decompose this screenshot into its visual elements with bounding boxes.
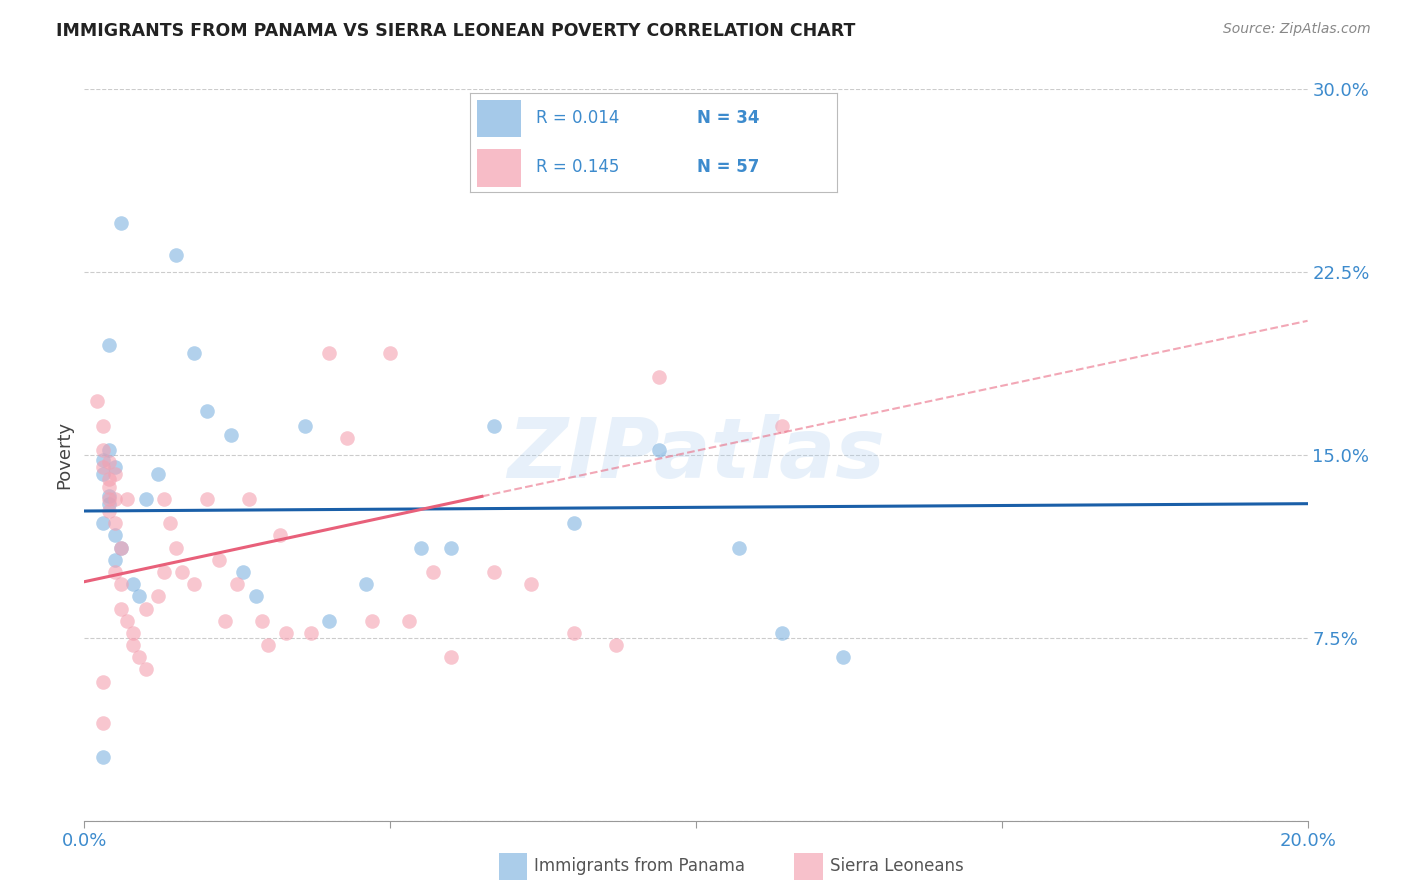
Point: [172, 565, 194, 579]
Point: [128, 590, 150, 604]
Point: [91, 460, 114, 475]
Y-axis label: Poverty: Poverty: [55, 421, 73, 489]
Point: [727, 114, 749, 128]
Point: [97, 455, 120, 469]
Point: [110, 541, 132, 555]
Point: [104, 565, 127, 579]
Text: Sierra Leoneans: Sierra Leoneans: [830, 857, 963, 875]
Point: [110, 577, 132, 591]
Point: [336, 431, 359, 445]
Point: [104, 516, 127, 531]
Point: [91, 716, 114, 731]
Point: [91, 750, 114, 764]
Point: [520, 577, 543, 591]
Point: [104, 491, 127, 506]
Point: [135, 601, 157, 615]
Point: [482, 418, 505, 433]
Point: [104, 553, 127, 567]
Point: [91, 443, 114, 458]
Point: [318, 345, 340, 359]
Point: [208, 553, 231, 567]
Point: [91, 674, 114, 689]
Point: [214, 614, 236, 628]
Point: [91, 418, 114, 433]
Point: [219, 428, 242, 442]
Point: [831, 650, 853, 665]
Point: [354, 577, 377, 591]
Point: [605, 638, 627, 652]
Point: [648, 443, 671, 458]
Point: [122, 638, 145, 652]
Point: [165, 248, 187, 262]
Point: [398, 614, 420, 628]
Point: [110, 216, 132, 230]
Point: [226, 577, 249, 591]
Point: [159, 516, 181, 531]
Point: [276, 626, 298, 640]
Point: [257, 638, 280, 652]
Point: [115, 614, 138, 628]
Point: [165, 541, 187, 555]
Point: [97, 443, 120, 458]
Point: [727, 541, 749, 555]
Point: [115, 491, 138, 506]
Point: [146, 467, 169, 482]
Point: [110, 601, 132, 615]
Point: [422, 565, 444, 579]
Point: [562, 516, 585, 531]
Point: [104, 528, 127, 542]
Text: ZIPatlas: ZIPatlas: [508, 415, 884, 495]
Point: [440, 541, 463, 555]
Point: [97, 338, 120, 352]
Point: [97, 504, 120, 518]
Point: [135, 663, 157, 677]
Point: [183, 577, 205, 591]
Point: [183, 345, 205, 359]
Point: [104, 460, 127, 475]
Point: [97, 491, 120, 506]
Point: [122, 626, 145, 640]
Point: [86, 394, 108, 409]
Point: [195, 404, 218, 418]
Point: [245, 590, 267, 604]
Point: [91, 516, 114, 531]
Point: [153, 565, 176, 579]
Text: Source: ZipAtlas.com: Source: ZipAtlas.com: [1223, 22, 1371, 37]
Point: [146, 590, 169, 604]
Point: [97, 497, 120, 511]
Point: [91, 452, 114, 467]
Text: Immigrants from Panama: Immigrants from Panama: [534, 857, 745, 875]
Point: [104, 467, 127, 482]
Point: [135, 491, 157, 506]
Point: [562, 626, 585, 640]
Point: [770, 418, 793, 433]
Point: [685, 102, 707, 116]
Point: [238, 491, 260, 506]
Point: [360, 614, 382, 628]
Point: [648, 370, 671, 384]
Point: [97, 472, 120, 486]
Point: [299, 626, 322, 640]
Point: [250, 614, 273, 628]
Point: [91, 467, 114, 482]
Point: [440, 650, 463, 665]
Point: [294, 418, 316, 433]
Point: [269, 528, 291, 542]
Point: [482, 565, 505, 579]
Point: [97, 480, 120, 494]
Point: [770, 626, 793, 640]
Text: IMMIGRANTS FROM PANAMA VS SIERRA LEONEAN POVERTY CORRELATION CHART: IMMIGRANTS FROM PANAMA VS SIERRA LEONEAN…: [56, 22, 856, 40]
Point: [195, 491, 218, 506]
Point: [380, 345, 402, 359]
Point: [232, 565, 254, 579]
Point: [409, 541, 432, 555]
Point: [128, 650, 150, 665]
Point: [110, 541, 132, 555]
Point: [153, 491, 176, 506]
Point: [122, 577, 145, 591]
Point: [97, 489, 120, 503]
Point: [318, 614, 340, 628]
